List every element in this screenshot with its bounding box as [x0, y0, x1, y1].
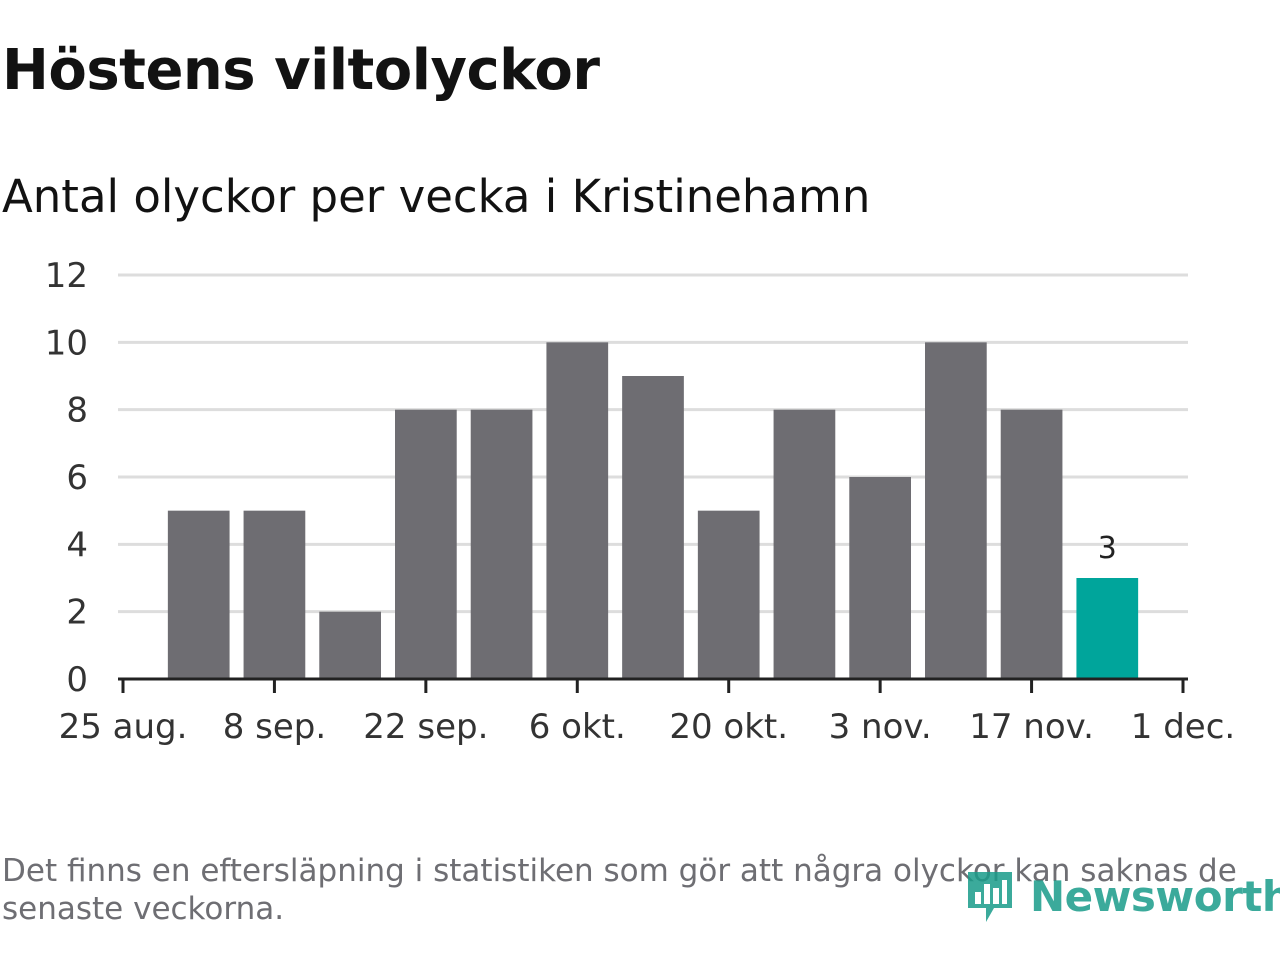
bar — [546, 342, 609, 679]
x-tick-label: 1 dec. — [1131, 707, 1235, 747]
bar — [849, 477, 911, 679]
y-axis-ticks: 0 2 4 6 8 10 12 — [45, 256, 88, 700]
chart-title: Höstens viltolyckor — [2, 38, 600, 103]
x-tick-label: 22 sep. — [363, 707, 488, 747]
y-tick-label: 12 — [45, 256, 88, 296]
chart-subtitle: Antal olyckor per vecka i Kristinehamn — [2, 170, 871, 223]
y-tick-label: 6 — [66, 458, 88, 498]
newsworthy-logo-icon — [968, 872, 1012, 922]
bar — [395, 409, 457, 679]
bar — [167, 510, 230, 679]
y-tick-label: 0 — [66, 660, 88, 700]
y-tick-label: 4 — [66, 525, 88, 565]
bar — [243, 510, 306, 679]
footnote: Det finns en eftersläpning i statistiken… — [2, 853, 1237, 927]
bar — [622, 376, 684, 679]
x-tick-label: 20 okt. — [669, 707, 788, 747]
bar-chart: 0 2 4 6 8 10 12 3 25 aug. 8 sep. 22 sep. 6 okt. 20… — [45, 256, 1235, 747]
data-labels: 3 — [1098, 531, 1117, 566]
x-tick-label: 3 nov. — [829, 707, 932, 747]
x-tick-label: 17 nov. — [969, 707, 1094, 747]
bar-highlight — [1076, 578, 1139, 679]
data-label: 3 — [1098, 531, 1117, 566]
bar — [925, 342, 987, 679]
newsworthy-logo: Newsworthy — [964, 864, 1280, 928]
bar — [470, 409, 533, 679]
x-tick-label: 8 sep. — [223, 707, 326, 747]
bar — [697, 510, 760, 679]
bars — [167, 342, 1139, 679]
y-tick-label: 8 — [66, 391, 88, 431]
y-tick-label: 2 — [66, 593, 88, 633]
y-tick-label: 10 — [45, 323, 88, 363]
brand-name: Newsworthy — [1030, 871, 1280, 921]
bar — [1000, 409, 1063, 679]
x-tick-label: 6 okt. — [529, 707, 626, 747]
x-axis: 25 aug. 8 sep. 22 sep. 6 okt. 20 okt. 3 nov. 1… — [59, 677, 1235, 747]
x-tick-label: 25 aug. — [59, 707, 188, 747]
bar — [319, 611, 381, 679]
bar — [773, 409, 836, 679]
